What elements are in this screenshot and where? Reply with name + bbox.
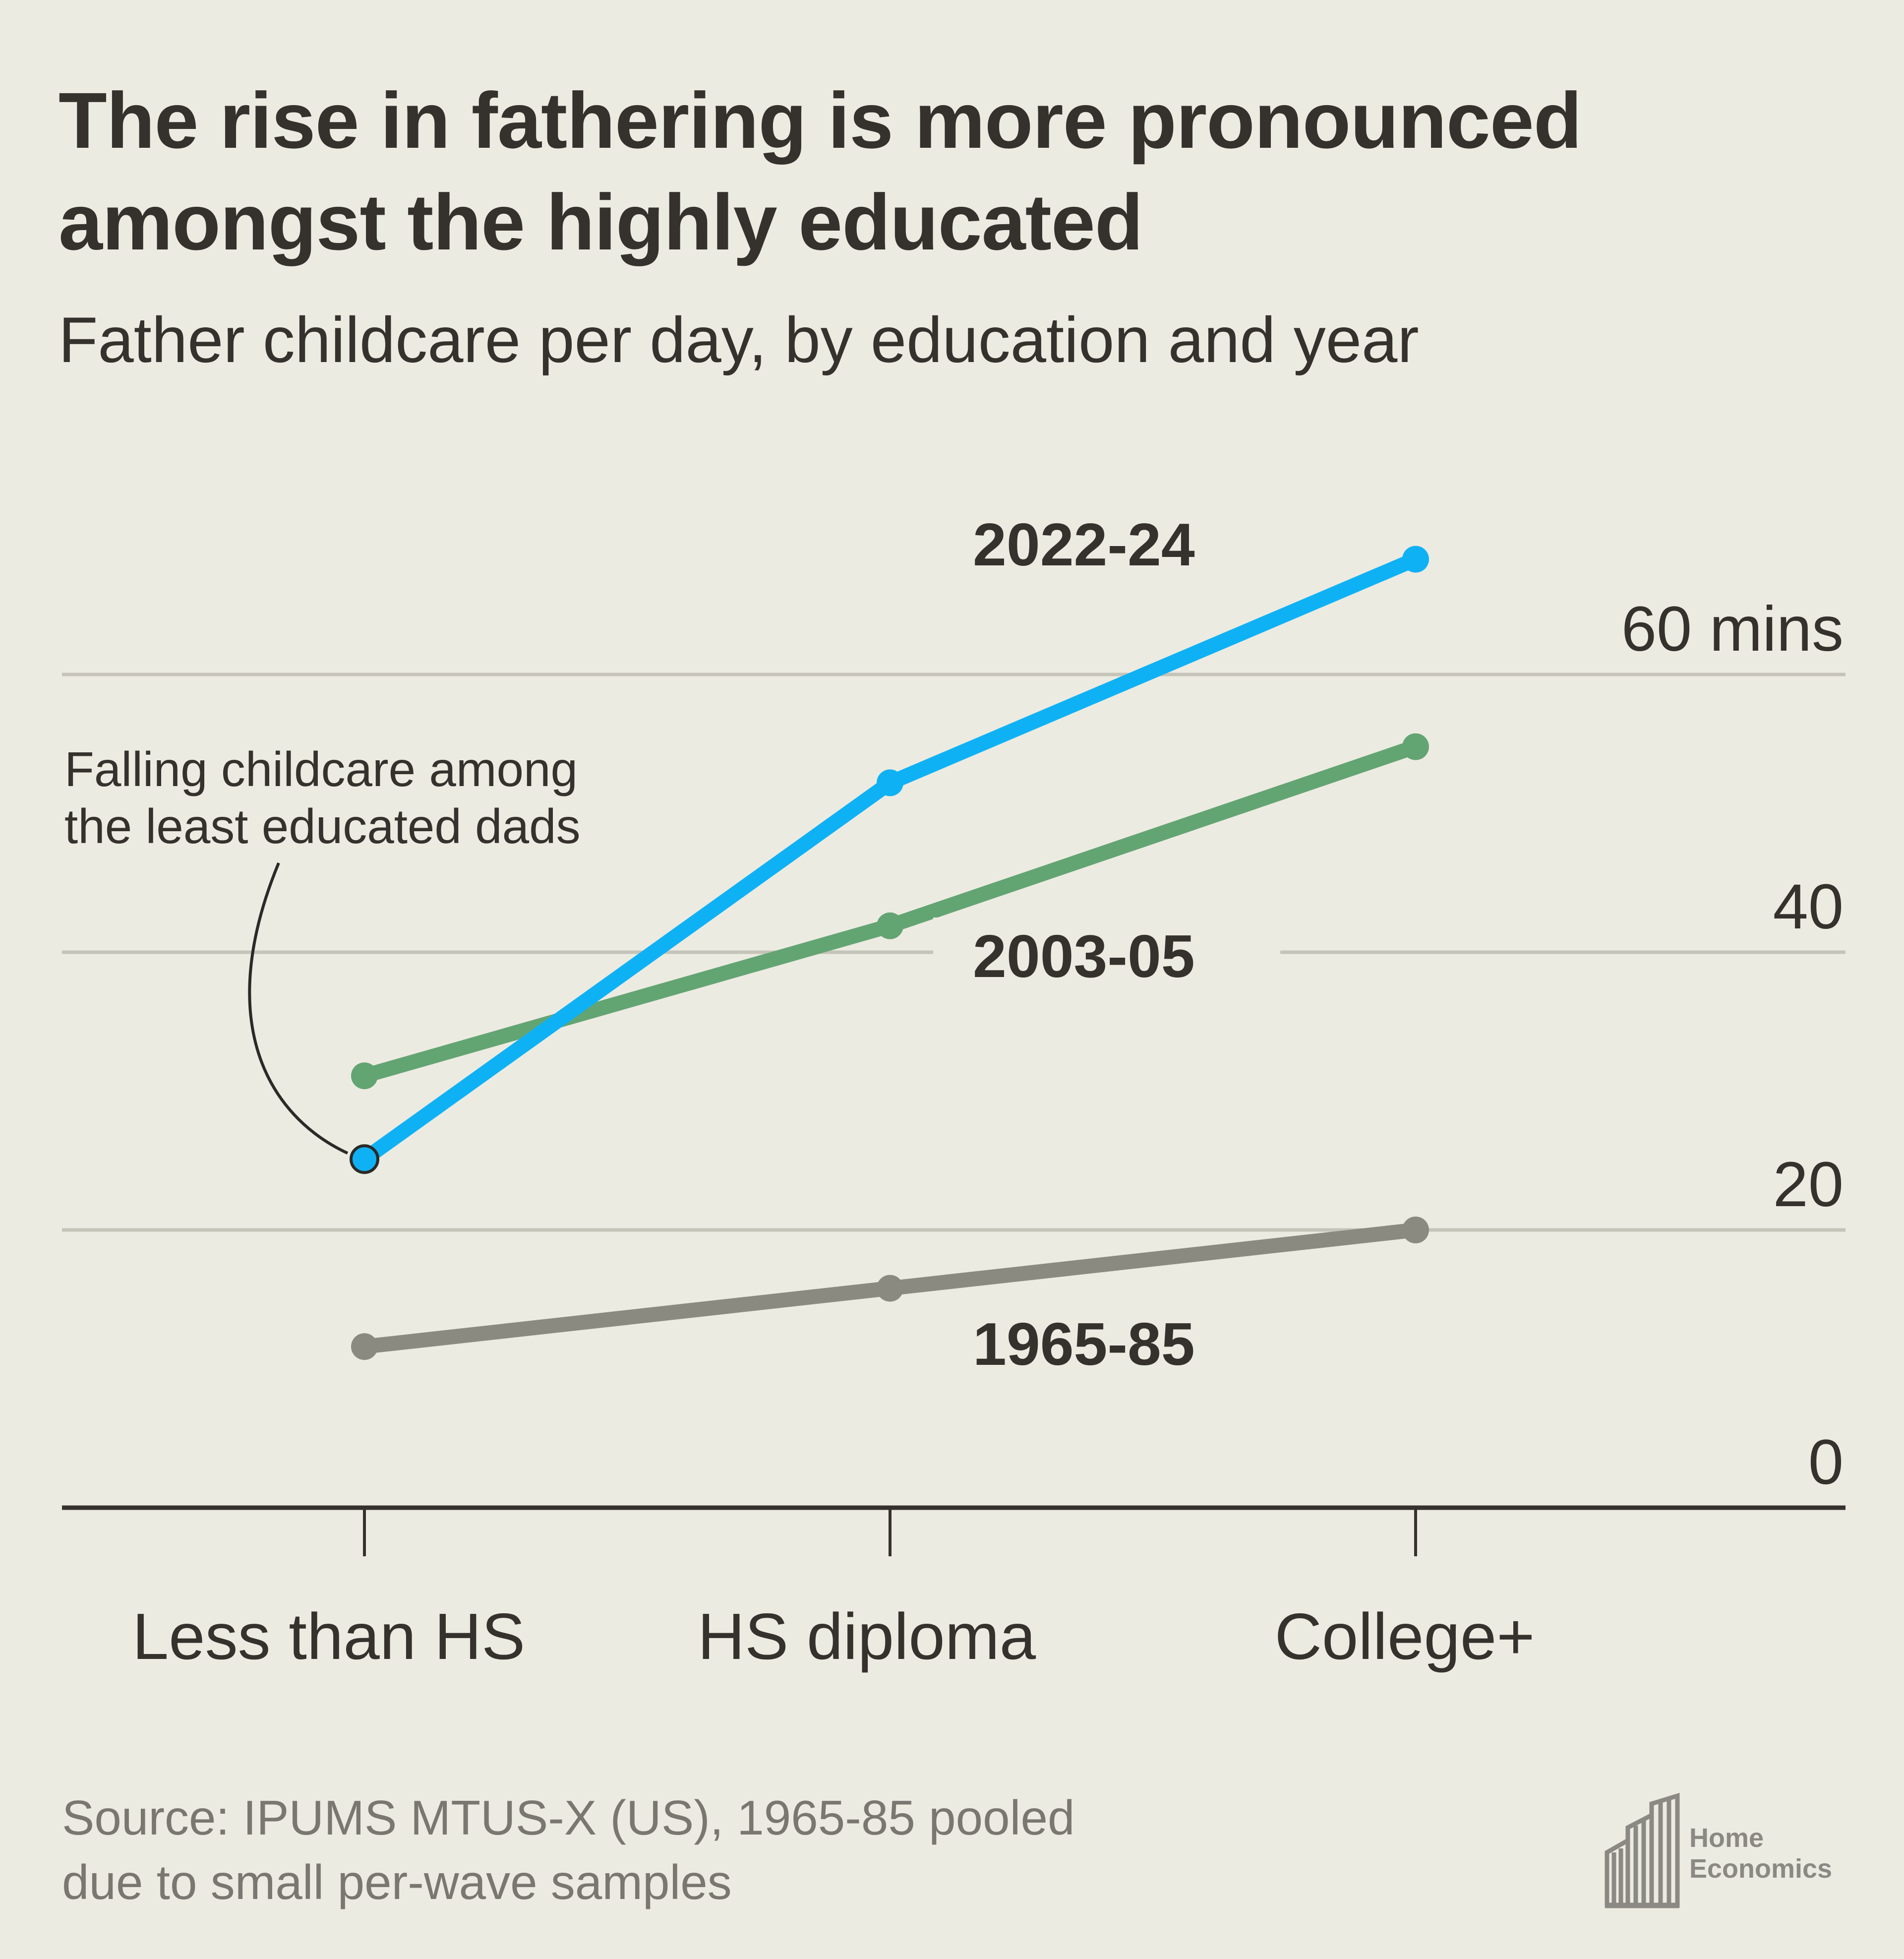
source-note: Source: IPUMS MTUS-X (US), 1965-85 poole… [62, 1785, 1351, 1914]
point-1965-85-2 [1402, 1217, 1429, 1243]
y-tick-label-0: 0 [1808, 1427, 1844, 1498]
building-icon [1605, 1793, 1680, 1908]
x-tick-label-1: HS diploma [698, 1600, 1036, 1673]
annotation-line-2: the least educated dads [64, 799, 581, 854]
x-tick-label-2: College+ [1275, 1600, 1535, 1673]
logo-line-2: Economics [1689, 1854, 1833, 1884]
y-tick-label-20: 20 [1773, 1149, 1844, 1220]
series-label-2003-05: 2003-05 [973, 922, 1195, 990]
title-line-1: The rise in fathering is more pronounced [59, 76, 1582, 165]
point-2003-05-1 [877, 912, 903, 939]
point-2022-24-0 [350, 1144, 379, 1174]
point-2022-24-2 [1402, 546, 1429, 573]
label-bg-2003-05 [933, 918, 1280, 992]
source-line-1: Source: IPUMS MTUS-X (US), 1965-85 poole… [62, 1790, 1075, 1845]
series-label-1965-85: 1965-85 [973, 1310, 1195, 1378]
annotation-connector [248, 862, 349, 1155]
point-1965-85-0 [351, 1333, 378, 1360]
series-label-2022-24: 2022-24 [973, 511, 1195, 578]
home-economics-logo: Home Economics [1604, 1793, 1852, 1912]
y-tick-label-40: 40 [1773, 871, 1844, 942]
chart-title: The rise in fathering is more pronounced… [59, 69, 1844, 273]
chart-subtitle: Father childcare per day, by education a… [59, 304, 1419, 376]
logo-line-1: Home [1689, 1823, 1764, 1853]
logo-text: Home Economics [1689, 1823, 1832, 1884]
x-tick-label-0: Less than HS [132, 1600, 525, 1673]
series-line-2022-24 [357, 551, 1423, 1167]
point-1965-85-1 [877, 1275, 903, 1302]
y-tick-label-60: 60 mins [1621, 594, 1844, 665]
point-2003-05-2 [1402, 733, 1429, 760]
title-line-2: amongst the highly educated [59, 178, 1143, 266]
annotation-line-1: Falling childcare among [64, 742, 578, 796]
source-line-2: due to small per-wave samples [62, 1855, 732, 1909]
point-2003-05-0 [351, 1062, 378, 1090]
point-2022-24-1 [877, 769, 903, 796]
